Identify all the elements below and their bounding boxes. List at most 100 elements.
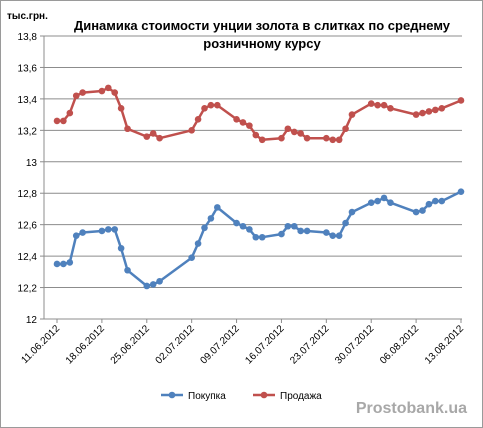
data-point-buy xyxy=(303,227,311,235)
legend-label-sell: Продажа xyxy=(280,391,322,402)
data-point-sell xyxy=(188,127,195,134)
x-tick-label: 18.06.2012 xyxy=(64,323,107,366)
data-point-buy xyxy=(412,208,420,216)
y-tick-label: 13,6 xyxy=(18,63,38,74)
data-point-sell xyxy=(124,125,131,133)
chart-title-line-1: Динамика стоимости унции золота в слитка… xyxy=(74,18,451,33)
data-point-sell xyxy=(246,122,253,129)
data-point-sell xyxy=(156,134,163,142)
data-point-sell xyxy=(432,106,439,114)
data-point-buy xyxy=(188,254,195,261)
data-point-buy xyxy=(367,199,375,206)
data-point-buy xyxy=(201,224,208,232)
data-point-buy xyxy=(419,207,426,214)
data-point-sell xyxy=(457,97,465,104)
data-point-sell xyxy=(117,105,125,112)
data-point-sell xyxy=(374,101,381,109)
data-point-sell xyxy=(412,111,420,118)
data-point-buy xyxy=(53,260,61,268)
data-point-sell xyxy=(53,117,61,125)
data-point-buy xyxy=(278,230,285,238)
data-point-sell xyxy=(72,92,80,100)
data-point-buy xyxy=(194,240,202,247)
series-line-buy xyxy=(57,190,462,288)
data-point-buy xyxy=(149,281,157,288)
y-tick-label: 13,2 xyxy=(18,126,38,137)
data-point-sell xyxy=(79,89,86,96)
data-point-buy xyxy=(290,222,298,230)
data-point-buy xyxy=(233,219,240,227)
legend-label-buy: Покупка xyxy=(188,391,226,402)
y-tick-label: 12 xyxy=(26,315,38,326)
y-tick-label: 13,4 xyxy=(18,95,38,106)
y-axis-unit-label: тыс.грн. xyxy=(7,11,48,22)
data-point-buy xyxy=(124,266,131,274)
data-point-sell xyxy=(425,108,433,115)
data-point-buy xyxy=(425,200,433,208)
data-point-buy xyxy=(323,229,330,236)
x-tick-label: 30.07.2012 xyxy=(333,323,376,366)
data-point-buy xyxy=(239,222,247,230)
axes: 12 12,2 12,4 12,6 12,8 13 13,2 13,4 13,6 13,8 11.0… xyxy=(18,32,467,367)
data-point-sell xyxy=(438,105,446,112)
data-point-sell xyxy=(329,136,337,144)
data-point-buy xyxy=(143,282,151,290)
data-point-sell xyxy=(303,134,311,142)
legend-marker-sell xyxy=(260,391,268,399)
data-point-sell xyxy=(290,128,298,136)
data-point-buy xyxy=(457,188,465,195)
gridlines xyxy=(44,35,462,289)
data-point-buy xyxy=(207,215,215,222)
data-point-buy xyxy=(252,233,260,241)
data-point-sell xyxy=(105,84,112,92)
data-point-sell xyxy=(323,134,330,142)
data-point-sell xyxy=(60,117,67,125)
data-point-buy xyxy=(258,233,266,241)
data-point-sell xyxy=(194,116,202,123)
data-point-sell xyxy=(335,136,343,144)
data-point-buy xyxy=(284,222,292,230)
data-point-buy xyxy=(438,197,446,205)
data-point-sell xyxy=(380,101,388,109)
data-point-sell xyxy=(143,133,151,140)
y-tick-label: 13,8 xyxy=(18,32,38,43)
data-point-sell xyxy=(98,87,106,95)
data-point-buy xyxy=(214,204,221,211)
data-point-buy xyxy=(387,199,394,206)
y-tick-label: 12,4 xyxy=(18,252,38,263)
data-point-buy xyxy=(348,208,356,216)
data-point-sell xyxy=(348,111,356,118)
data-point-buy xyxy=(374,197,381,205)
data-point-sell xyxy=(252,131,260,139)
x-tick-label: 02.07.2012 xyxy=(154,323,197,366)
data-point-buy xyxy=(66,259,74,266)
data-point-buy xyxy=(342,219,349,227)
data-point-buy xyxy=(117,244,125,252)
y-tick-label: 12,8 xyxy=(18,189,38,200)
x-tick-label: 23.07.2012 xyxy=(288,323,331,366)
x-tick-label: 11.06.2012 xyxy=(19,323,62,366)
y-tick-label: 12,2 xyxy=(18,284,38,295)
x-tick-label: 13.08.2012 xyxy=(423,323,466,366)
data-point-sell xyxy=(258,136,266,144)
data-point-sell xyxy=(201,105,208,112)
series-line-sell xyxy=(57,86,462,142)
watermark: Prostobank.ua xyxy=(356,400,467,417)
y-tick-label: 13 xyxy=(26,158,38,169)
data-point-buy xyxy=(297,227,304,235)
data-point-sell xyxy=(278,134,285,142)
data-point-buy xyxy=(432,197,439,205)
data-point-sell xyxy=(207,101,215,109)
x-tick-label: 06.08.2012 xyxy=(378,323,421,366)
data-point-sell xyxy=(66,109,74,117)
data-point-sell xyxy=(239,119,247,126)
data-point-buy xyxy=(98,227,106,235)
legend: Покупка Продажа xyxy=(161,391,322,402)
data-point-sell xyxy=(149,130,157,137)
data-point-buy xyxy=(111,226,119,233)
data-point-buy xyxy=(60,260,67,268)
data-point-buy xyxy=(79,229,86,236)
x-tick-label: 09.07.2012 xyxy=(198,323,241,366)
